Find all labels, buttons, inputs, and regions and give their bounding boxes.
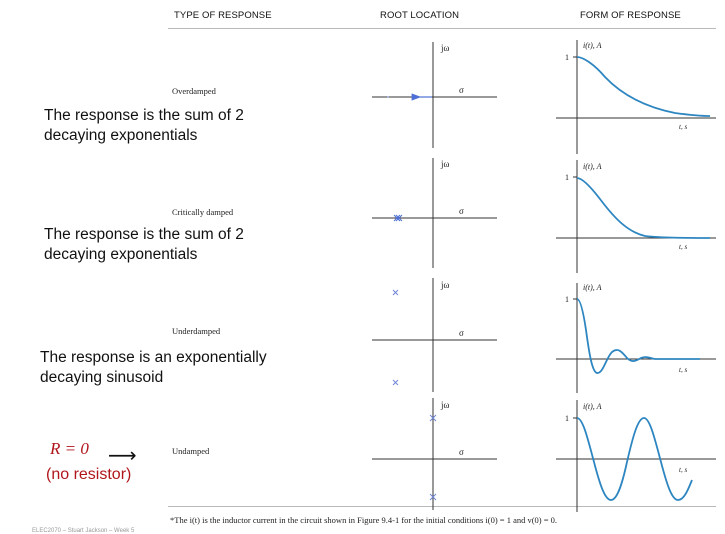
- lower-imaginary-root-marker: [429, 493, 437, 501]
- jw-label: jω: [440, 159, 450, 169]
- caption-overdamped: The response is the sum of 2 decaying ex…: [44, 106, 244, 146]
- one-label: 1: [565, 414, 569, 423]
- caption-underdamped-line1: The response is an exponentially: [40, 349, 267, 366]
- bottom-rule: [168, 506, 716, 507]
- no-resistor-note: (no resistor): [46, 466, 132, 483]
- caption-critically-line2: decaying exponentials: [44, 246, 198, 263]
- underdamped-root-plane: jω σ: [372, 278, 497, 392]
- critically-damped-root-plane: jω σ: [372, 158, 497, 268]
- row-label-underdamped: Underdamped: [172, 326, 221, 336]
- current-label: i(t), A: [583, 162, 602, 171]
- caption-overdamped-line1: The response is the sum of 2: [44, 107, 244, 124]
- lower-complex-root-marker: [392, 379, 399, 386]
- critically-damped-curve: [576, 177, 711, 239]
- caption-underdamped-line2: decaying sinusoid: [40, 369, 164, 386]
- overdamped-curve: [576, 56, 711, 117]
- current-label: i(t), A: [583, 402, 602, 411]
- one-label: 1: [565, 53, 569, 62]
- caption-critically-damped: The response is the sum of 2 decaying ex…: [44, 225, 244, 265]
- caption-overdamped-line2: decaying exponentials: [44, 127, 198, 144]
- footnote: *The i(t) is the inductor current in the…: [170, 515, 558, 525]
- upper-complex-root-marker: [392, 289, 399, 296]
- undamped-curve: [576, 417, 693, 501]
- jw-label: jω: [440, 280, 450, 290]
- undamped-response-plot: 1 i(t), A t, s: [556, 400, 716, 512]
- r-equals-zero-note: R = 0: [50, 439, 89, 458]
- caption-critically-line1: The response is the sum of 2: [44, 226, 244, 243]
- sigma-label: σ: [459, 447, 464, 457]
- overdamped-response-plot: 1 i(t), A t, s: [556, 40, 716, 154]
- double-root-marker: [393, 214, 403, 222]
- sigma-label: σ: [459, 85, 464, 95]
- header-form-of-response: FORM OF RESPONSE: [580, 10, 681, 21]
- header-root-location: ROOT LOCATION: [380, 10, 460, 21]
- current-label: i(t), A: [583, 41, 602, 50]
- time-label: t, s: [679, 243, 687, 251]
- row-label-overdamped: Overdamped: [172, 86, 216, 96]
- undamped-root-plane: jω σ: [372, 398, 497, 510]
- jw-label: jω: [440, 43, 450, 53]
- critically-damped-response-plot: 1 i(t), A t, s: [556, 160, 716, 273]
- sigma-label: σ: [459, 206, 464, 216]
- time-label: t, s: [679, 123, 687, 131]
- caption-underdamped: The response is an exponentially decayin…: [40, 348, 267, 388]
- upper-imaginary-root-marker: [429, 414, 437, 422]
- jw-label: jω: [440, 400, 450, 410]
- time-label: t, s: [679, 466, 687, 474]
- current-label: i(t), A: [583, 283, 602, 292]
- header-rule: [168, 28, 716, 29]
- overdamped-root-plane: jω σ: [372, 42, 497, 148]
- underdamped-response-plot: 1 i(t), A t, s: [556, 283, 716, 393]
- faint-root-marker: [387, 96, 389, 98]
- one-label: 1: [565, 173, 569, 182]
- underdamped-curve: [576, 298, 700, 374]
- right-arrow-icon: ⟶: [108, 443, 137, 467]
- row-label-undamped: Undamped: [172, 446, 210, 456]
- row-label-critically-damped: Critically damped: [172, 207, 234, 217]
- header-type-of-response: TYPE OF RESPONSE: [174, 10, 272, 21]
- one-label: 1: [565, 295, 569, 304]
- time-label: t, s: [679, 366, 687, 374]
- sigma-label: σ: [459, 328, 464, 338]
- slide-footer: ELEC2070 – Stuart Jackson – Week 5: [32, 528, 135, 534]
